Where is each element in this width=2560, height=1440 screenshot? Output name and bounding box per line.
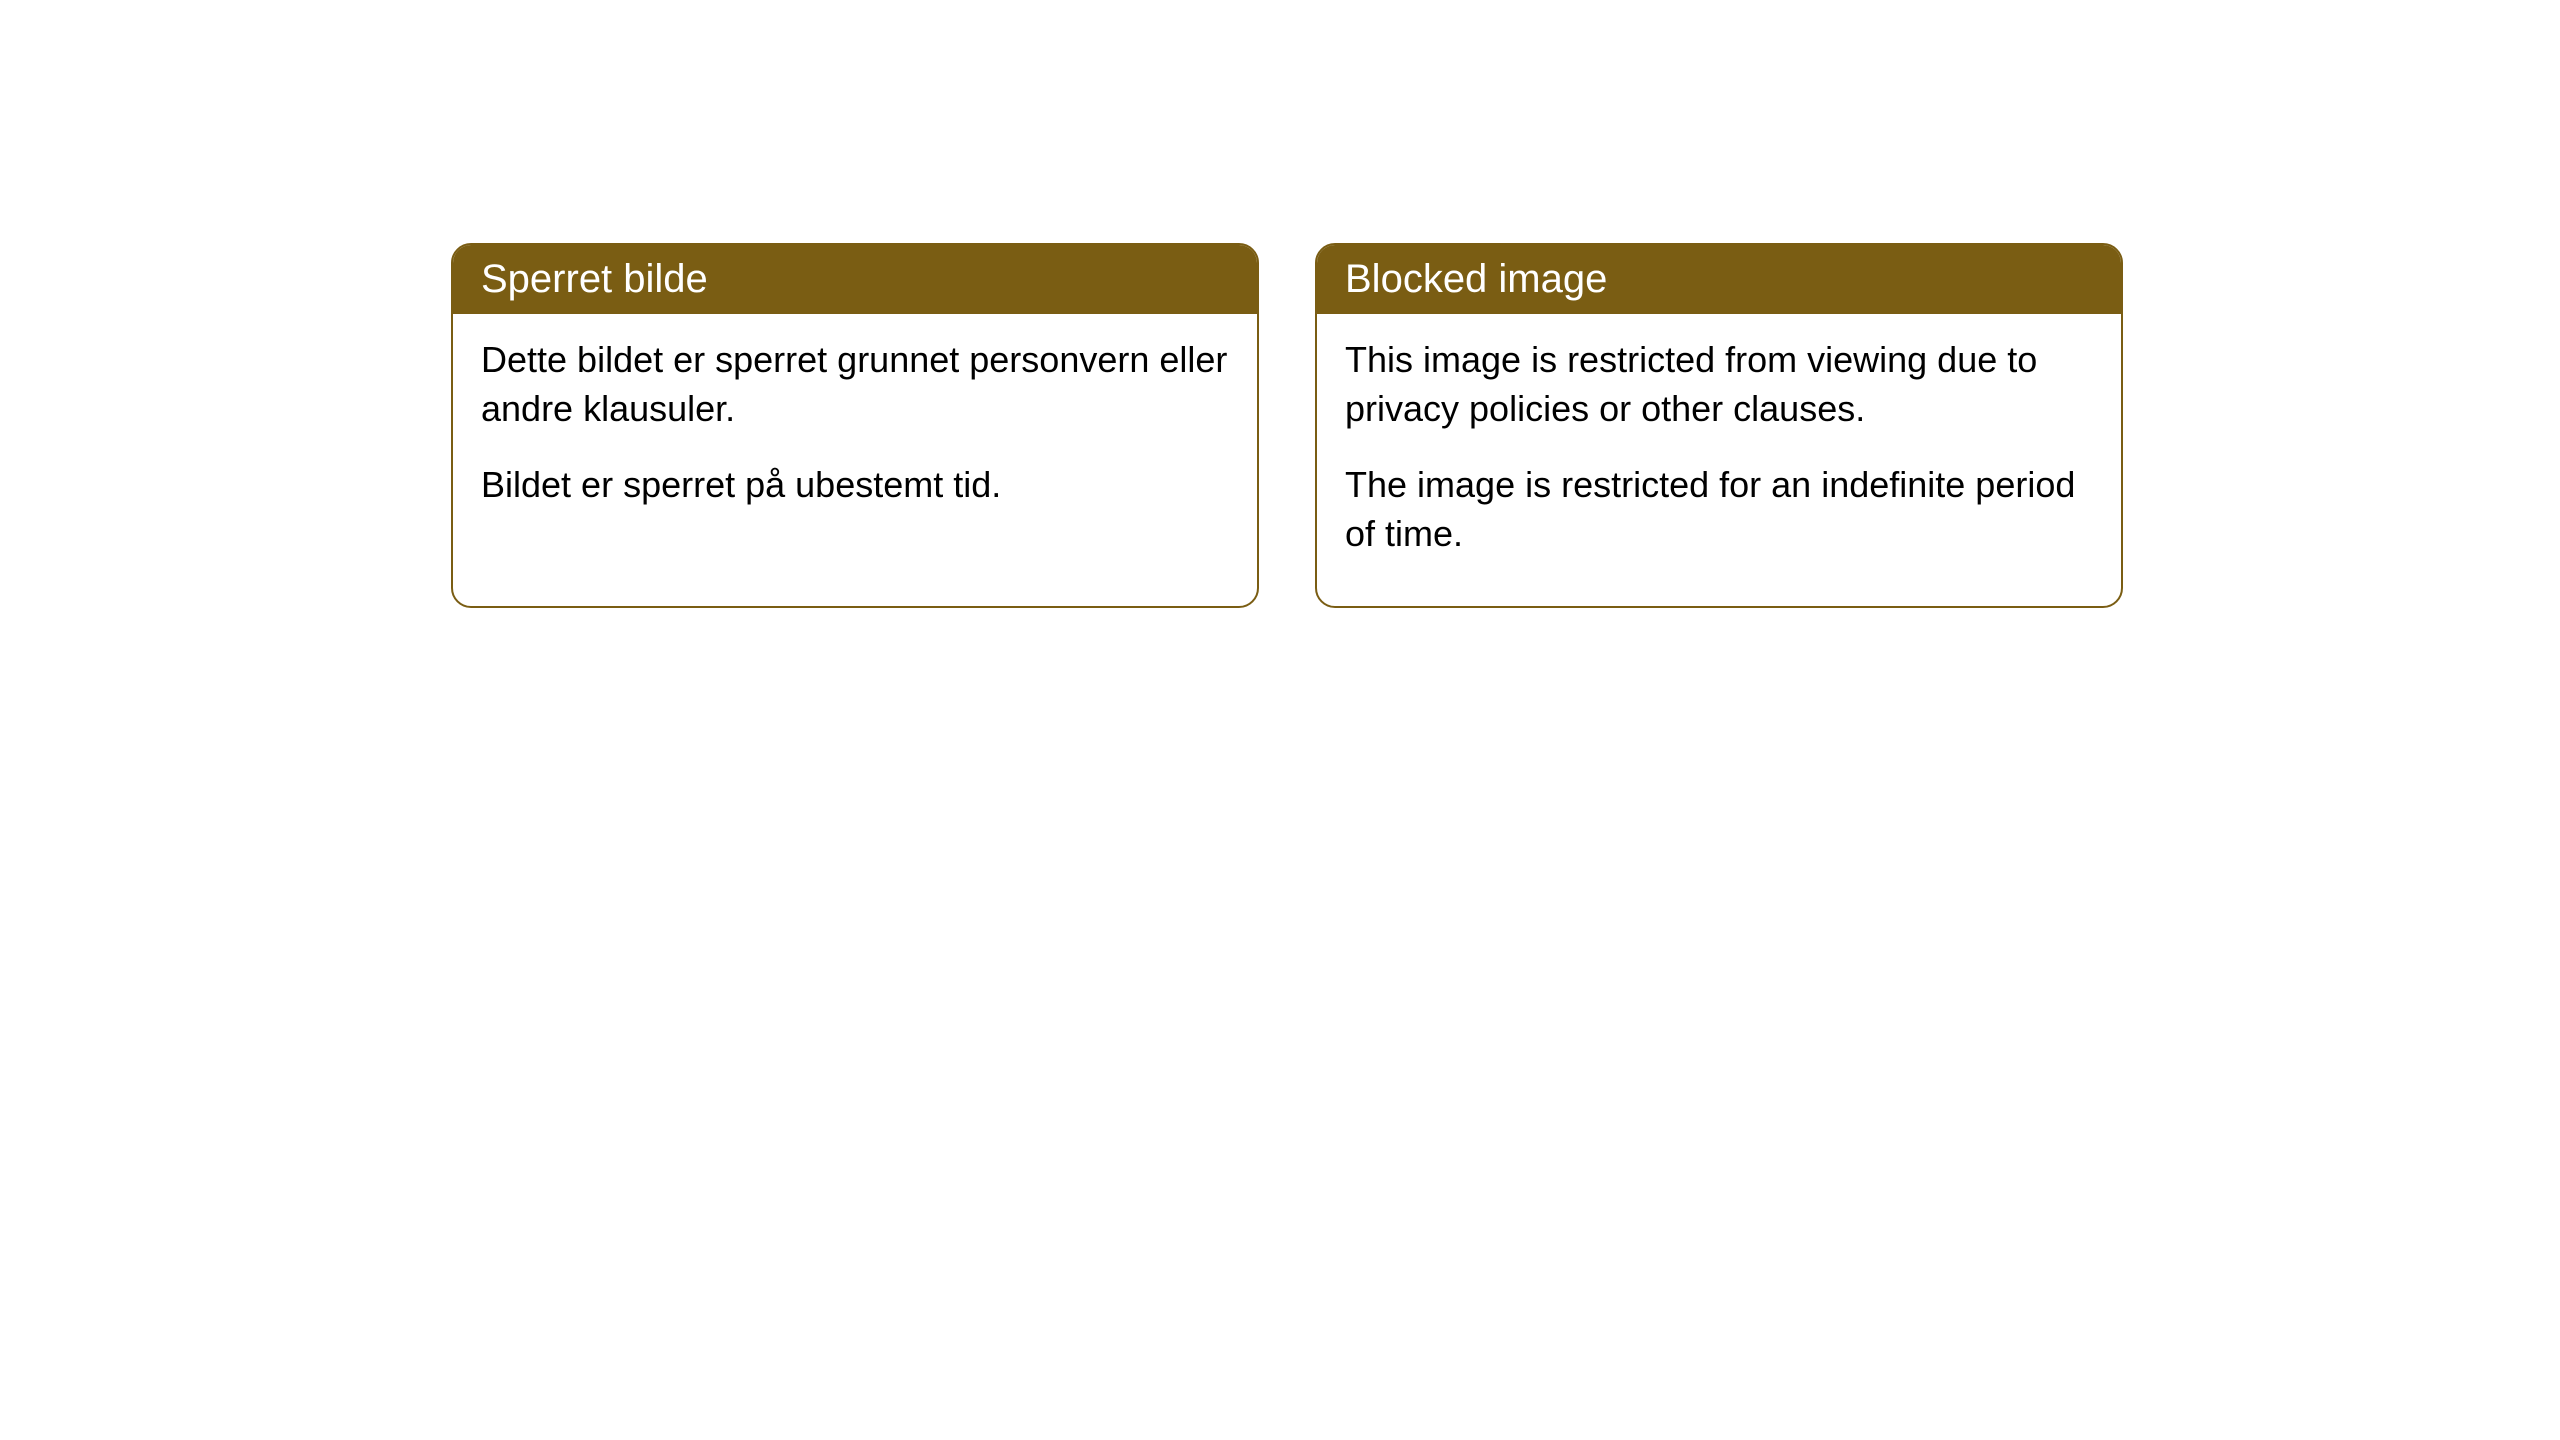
card-body-norwegian: Dette bildet er sperret grunnet personve… [453,314,1257,558]
card-body-english: This image is restricted from viewing du… [1317,314,2121,606]
card-norwegian: Sperret bilde Dette bildet er sperret gr… [451,243,1259,608]
card-header-english: Blocked image [1317,245,2121,314]
card-paragraph2-norwegian: Bildet er sperret på ubestemt tid. [481,461,1229,510]
card-paragraph1-norwegian: Dette bildet er sperret grunnet personve… [481,336,1229,433]
card-title-norwegian: Sperret bilde [481,257,708,301]
card-title-english: Blocked image [1345,257,1607,301]
card-english: Blocked image This image is restricted f… [1315,243,2123,608]
card-paragraph2-english: The image is restricted for an indefinit… [1345,461,2093,558]
blocked-image-cards: Sperret bilde Dette bildet er sperret gr… [451,243,2123,608]
card-header-norwegian: Sperret bilde [453,245,1257,314]
card-paragraph1-english: This image is restricted from viewing du… [1345,336,2093,433]
